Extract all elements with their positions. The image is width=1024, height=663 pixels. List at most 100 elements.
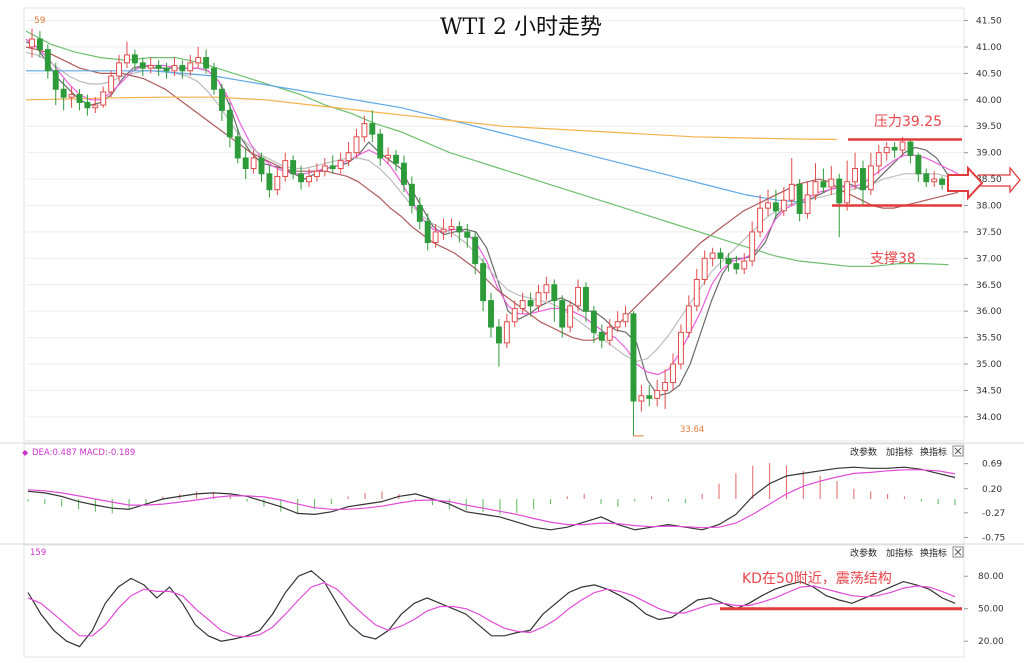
candle [820, 168, 827, 193]
candle [124, 41, 130, 69]
panel-button-2[interactable]: 换指标 [920, 446, 947, 458]
candle [701, 250, 708, 285]
close-icon[interactable] [952, 546, 964, 558]
candle [385, 147, 392, 164]
candle [828, 165, 835, 195]
close-icon[interactable] [952, 445, 964, 457]
panel-button-1[interactable]: 加指标 [886, 446, 913, 458]
candle [741, 253, 748, 275]
candle [654, 379, 661, 407]
ma-line [25, 96, 837, 141]
candle [567, 300, 574, 333]
candle [218, 83, 225, 121]
candlestick-series [29, 28, 946, 436]
candle [883, 142, 890, 161]
panel-button-2[interactable]: 换指标 [920, 547, 947, 559]
y-tick-label: 36.00 [976, 307, 1002, 317]
candle [92, 97, 99, 114]
candle [875, 144, 882, 174]
candle [345, 142, 352, 166]
candle [480, 258, 487, 312]
candle [195, 46, 202, 69]
candle [638, 385, 645, 412]
candle [76, 89, 83, 111]
kd-k-line [27, 570, 956, 648]
candle [163, 62, 170, 79]
candle [923, 168, 930, 188]
candle [108, 70, 115, 98]
candle [677, 324, 684, 370]
chart-title: WTI 2 小时走势 [440, 15, 602, 40]
candle [36, 31, 43, 58]
y-tick-label: 39.50 [976, 122, 1002, 132]
candle [630, 311, 637, 436]
panel-button-1[interactable]: 加指标 [886, 547, 913, 559]
y-tick-label: 34.50 [976, 386, 1002, 396]
candle [44, 44, 51, 79]
candle [757, 194, 764, 238]
candle [416, 197, 423, 230]
candle [503, 313, 510, 349]
kd-panel: 159 改参数 加指标 换指标 80.00 50.00 20.00 KD在50附近，震荡… [0, 543, 1024, 658]
candle [685, 295, 692, 338]
candle [511, 300, 518, 328]
candle [401, 155, 407, 193]
kd-tick-label: 80.00 [978, 572, 1004, 582]
candle [488, 292, 494, 338]
candle [931, 171, 938, 188]
macd-dif-line [27, 466, 956, 531]
candle [693, 268, 700, 312]
panel-button-0[interactable]: 改参数 [850, 547, 877, 559]
candle [717, 247, 724, 269]
candle [298, 165, 305, 190]
macd-tick-label: -0.27 [982, 509, 1005, 519]
price-axis: 41.50 41.00 40.50 40.00 39.50 39.00 38.50 38.00… [964, 17, 1002, 423]
y-tick-label: 41.00 [976, 43, 1002, 53]
candle [551, 279, 558, 322]
y-tick-label: 36.50 [976, 281, 1002, 291]
candle [274, 168, 281, 195]
candle [495, 319, 502, 367]
kd-lines [27, 570, 956, 648]
candle [147, 57, 154, 74]
candle [575, 279, 582, 312]
candle [535, 284, 542, 312]
y-tick-label: 39.00 [976, 149, 1002, 159]
price-panel: 41.50 41.00 40.50 40.00 39.50 39.00 38.50 38.00… [23, 7, 1021, 442]
candle [796, 179, 803, 222]
candle [68, 86, 75, 108]
candle [891, 142, 898, 158]
candle [408, 176, 415, 214]
candle [369, 110, 376, 143]
ma-line [25, 51, 959, 363]
candle [939, 176, 946, 190]
candle [250, 150, 257, 174]
candle [100, 86, 107, 108]
candle [187, 54, 194, 77]
candle [226, 102, 233, 148]
candle [131, 49, 138, 71]
candle [234, 128, 241, 164]
candle [266, 165, 273, 198]
kd-tick-label: 20.00 [978, 637, 1004, 647]
panel-button-0[interactable]: 改参数 [850, 446, 877, 458]
candle [519, 292, 526, 314]
candle [179, 60, 186, 79]
candle [290, 155, 297, 180]
y-tick-label: 37.00 [976, 254, 1002, 264]
macd-tick-label: 0.20 [982, 485, 1002, 495]
candle [472, 231, 479, 275]
candle [860, 160, 866, 206]
low-marker-label: 33.64 [680, 425, 704, 435]
candle [662, 369, 669, 409]
kd-axis: 80.00 50.00 20.00 [964, 572, 1004, 647]
ma-line [26, 70, 809, 204]
candle [393, 150, 399, 172]
candle [377, 128, 384, 166]
candle [733, 255, 740, 275]
candle [203, 49, 210, 74]
candle [116, 54, 123, 82]
candle [448, 218, 455, 238]
candle [749, 221, 756, 267]
